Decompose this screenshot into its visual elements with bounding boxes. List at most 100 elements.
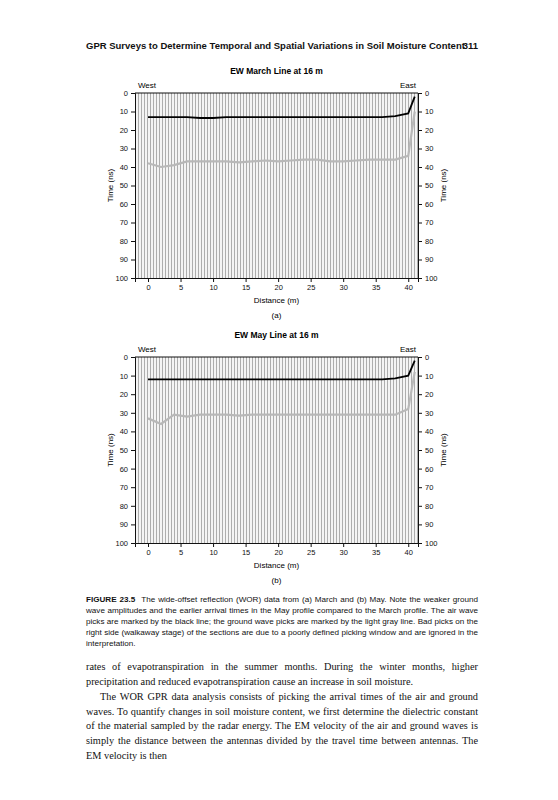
y-tick-mark [418, 431, 422, 432]
y-tick-mark [131, 278, 135, 279]
y-tick-mark [418, 394, 422, 395]
direction-label: West [138, 345, 157, 354]
y-tick: 10 [120, 372, 135, 381]
y-tick: 60 [120, 465, 135, 474]
x-tick-label: 15 [242, 283, 250, 292]
y-tick-mark [131, 524, 135, 525]
x-tick: 0 [146, 278, 150, 292]
y-tick: 100 [115, 274, 135, 283]
y-axis-line [419, 358, 423, 544]
x-tick-label: 25 [307, 283, 315, 292]
x-tick: 25 [307, 278, 315, 292]
x-tick-label: 35 [372, 283, 380, 292]
y-tick: 100 [115, 539, 135, 548]
y-tick: 30 [418, 144, 433, 153]
y-tick: 50 [120, 181, 135, 190]
y-axis-line [131, 94, 136, 279]
y-tick-label: 60 [120, 200, 128, 209]
y-tick: 20 [120, 390, 135, 399]
y-tick-label: 100 [425, 274, 438, 283]
x-tick-label: 40 [405, 283, 413, 292]
y-tick-label: 60 [120, 465, 128, 474]
y-tick-label: 50 [120, 181, 128, 190]
x-axis-line [136, 279, 419, 283]
x-tick-mark [311, 278, 312, 282]
y-axis-title: Time (ns) [439, 168, 448, 202]
y-tick-label: 10 [120, 372, 128, 381]
y-tick-label: 70 [425, 218, 433, 227]
y-tick: 80 [418, 502, 433, 511]
direction-label: East [400, 81, 417, 90]
y-tick-label: 60 [425, 200, 433, 209]
chart-title: EW May Line at 16 m [234, 330, 319, 340]
figure-caption: FIGURE 23.5The wide-offset reflection (W… [86, 594, 478, 649]
y-tick-mark [131, 469, 135, 470]
y-tick-label: 50 [425, 446, 433, 455]
x-tick-label: 10 [209, 548, 217, 557]
x-tick-label: 25 [307, 548, 315, 557]
y-tick: 30 [120, 144, 135, 153]
y-tick-mark [418, 93, 422, 94]
y-tick-mark [131, 450, 135, 451]
y-tick-label: 70 [120, 218, 128, 227]
plot-frame-top [135, 357, 418, 358]
x-tick-mark [343, 278, 344, 282]
direction-label: East [400, 345, 417, 354]
y-axis-title: Time (ns) [106, 433, 115, 467]
plot-frame-top [135, 93, 418, 94]
y-tick-label: 20 [425, 390, 433, 399]
y-tick-label: 0 [124, 89, 128, 98]
radargram-background [135, 357, 418, 543]
ground-wave-picks [148, 372, 415, 424]
plot-area [135, 93, 418, 278]
y-tick-mark [418, 506, 422, 507]
y-tick-mark [131, 394, 135, 395]
y-tick-mark [418, 241, 422, 242]
y-tick: 20 [418, 390, 433, 399]
y-tick-mark [418, 260, 422, 261]
y-tick-label: 30 [425, 144, 433, 153]
y-tick: 50 [418, 446, 433, 455]
y-tick-label: 70 [120, 483, 128, 492]
y-tick-mark [418, 204, 422, 205]
y-tick-label: 70 [425, 483, 433, 492]
y-tick-mark [131, 413, 135, 414]
y-tick-mark [131, 112, 135, 113]
x-tick-mark [246, 278, 247, 282]
y-tick: 60 [120, 200, 135, 209]
x-tick: 5 [179, 278, 183, 292]
x-tick-label: 35 [372, 548, 380, 557]
y-tick-mark [131, 241, 135, 242]
x-tick-mark [343, 543, 344, 547]
y-tick-label: 100 [115, 274, 128, 283]
caption-text: The wide-offset reflection (WOR) data fr… [86, 595, 478, 648]
x-tick: 30 [340, 543, 348, 557]
x-tick-label: 30 [340, 548, 348, 557]
x-tick: 20 [274, 278, 282, 292]
y-tick-mark [418, 543, 422, 544]
y-tick-label: 80 [425, 237, 433, 246]
y-tick-label: 50 [425, 181, 433, 190]
y-tick: 40 [418, 163, 433, 172]
y-axis-line [419, 94, 423, 279]
body-text: rates of evapotranspiration in the summe… [86, 660, 478, 764]
y-tick-mark [131, 149, 135, 150]
y-tick: 20 [120, 126, 135, 135]
y-tick-label: 0 [425, 89, 429, 98]
y-tick-label: 100 [425, 539, 438, 548]
y-axis-line [131, 358, 136, 544]
y-tick: 10 [418, 107, 433, 116]
x-tick: 10 [209, 543, 217, 557]
y-tick-label: 20 [425, 126, 433, 135]
y-axis-title: Time (ns) [106, 168, 115, 202]
y-tick-mark [131, 186, 135, 187]
x-tick: 25 [307, 543, 315, 557]
x-tick-label: 15 [242, 548, 250, 557]
x-tick-mark [148, 278, 149, 282]
y-tick-mark [131, 130, 135, 131]
x-tick-label: 30 [340, 283, 348, 292]
y-tick-label: 20 [120, 390, 128, 399]
x-tick-mark [246, 543, 247, 547]
x-axis-line [136, 544, 419, 548]
y-tick-mark [418, 278, 422, 279]
